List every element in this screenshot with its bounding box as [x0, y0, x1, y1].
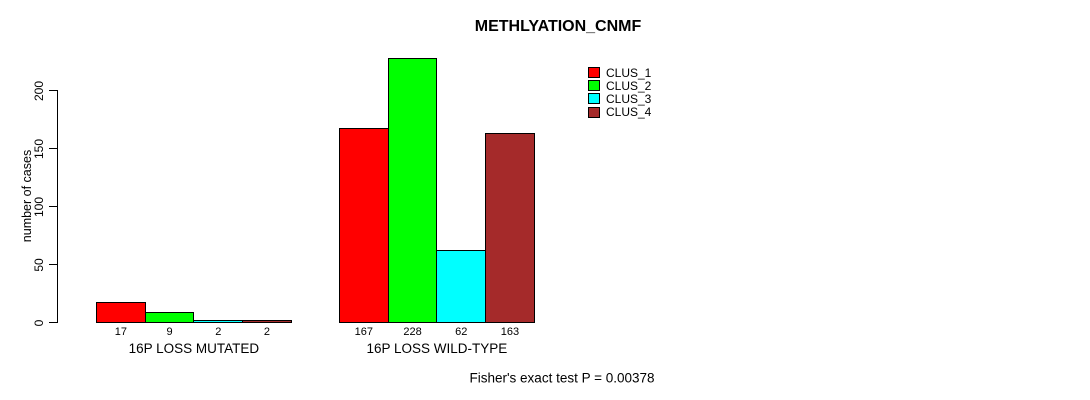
bar-value-label: 167: [354, 326, 374, 338]
bar-value-label: 62: [455, 326, 468, 338]
bar-clus_3-group2: [436, 250, 487, 323]
y-axis-line: [57, 90, 58, 323]
legend-item-clus_3: CLUS_3: [588, 92, 651, 106]
legend-label: CLUS_3: [606, 91, 652, 106]
legend-item-clus_4: CLUS_4: [588, 105, 651, 119]
legend-swatch: [588, 93, 600, 105]
y-axis-tick-label: 50: [32, 257, 46, 272]
y-axis-tick: [49, 148, 57, 149]
bar-clus_2-group2: [387, 57, 438, 323]
bar-value-label: 17: [114, 326, 127, 338]
y-axis-tick: [49, 90, 57, 91]
bar-clus_3-group1: [193, 319, 244, 323]
bar-clus_2-group1: [144, 311, 195, 323]
annotation-text: Fisher's exact test P = 0.00378: [469, 370, 655, 386]
bar-value-label: 2: [215, 326, 222, 338]
y-axis-tick-label: 200: [32, 80, 46, 101]
chart-title: METHLYATION_CNMF: [474, 18, 642, 35]
legend-swatch: [588, 80, 600, 92]
bar-clus_4-group2: [485, 132, 535, 323]
legend-swatch: [588, 106, 600, 118]
y-axis-tick-label: 0: [32, 319, 46, 326]
y-axis-tick-label: 100: [32, 196, 46, 217]
y-axis-tick: [49, 206, 57, 207]
y-axis-tick: [49, 264, 57, 265]
y-axis-tick-label: 150: [32, 138, 46, 159]
legend-label: CLUS_4: [606, 105, 652, 120]
bar-value-label: 228: [403, 326, 422, 338]
x-axis-group-label: 16P LOSS WILD-TYPE: [366, 341, 508, 356]
bar-value-label: 9: [166, 326, 173, 338]
bar-clus_1-group2: [339, 128, 389, 323]
bar-clus_4-group1: [242, 319, 292, 323]
bar-value-label: 2: [263, 326, 270, 338]
bar-clus_1-group1: [96, 302, 146, 323]
x-axis-group-label: 16P LOSS MUTATED: [128, 341, 260, 356]
legend-item-clus_1: CLUS_1: [588, 66, 651, 80]
legend-swatch: [588, 67, 600, 78]
bar-value-label: 163: [500, 326, 520, 338]
legend-label: CLUS_1: [606, 65, 652, 80]
legend-label: CLUS_2: [606, 78, 652, 93]
legend-item-clus_2: CLUS_2: [588, 79, 651, 93]
y-axis-tick: [49, 322, 57, 323]
